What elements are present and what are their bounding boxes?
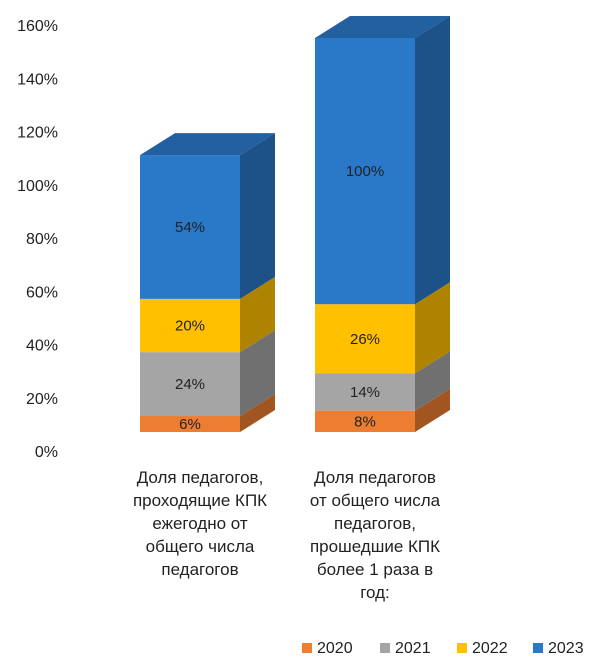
data-label: 14% [350,384,380,401]
bar-side [240,394,275,432]
bar [315,304,415,374]
legend-label: 2020 [317,640,353,657]
x-tick-label: Доля педагогов от общего числа педагогов… [309,468,441,602]
y-tick-label: 60% [26,284,58,301]
data-label: 6% [179,416,201,433]
bar-side [240,330,275,417]
x-tick-label: Доля педагогов, проходящие КПК ежегодно … [132,468,268,579]
data-label: 54% [175,219,205,236]
bar-side [415,388,450,432]
legend-swatch [457,643,467,653]
bar-top [315,15,450,38]
legend-label: 2022 [472,640,508,657]
bar-side [240,276,275,353]
y-tick-label: 160% [17,18,58,35]
y-tick-label: 140% [17,71,58,88]
bar [140,298,240,353]
y-tick-label: 40% [26,338,58,355]
bar-top [140,133,275,156]
bar-side [240,133,275,299]
bar [140,416,240,432]
bar [315,37,415,305]
y-tick-label: 120% [17,125,58,142]
y-tick-label: 80% [26,231,58,248]
data-label: 8% [354,413,376,430]
legend-swatch [533,643,543,653]
data-label: 100% [346,163,384,180]
y-tick-label: 0% [35,444,58,461]
bar [315,373,415,411]
legend-label: 2023 [548,640,584,657]
data-label: 20% [175,317,205,334]
bar [140,352,240,417]
y-tick-label: 100% [17,178,58,195]
data-label: 26% [350,331,380,348]
legend-swatch [380,643,390,653]
legend-swatch [302,643,312,653]
bar [315,410,415,432]
bar-side [415,282,450,374]
bar-side [415,15,450,305]
data-label: 24% [175,376,205,393]
bar-side [415,351,450,411]
bar [140,155,240,299]
legend-label: 2021 [395,640,431,657]
y-tick-label: 20% [26,391,58,408]
